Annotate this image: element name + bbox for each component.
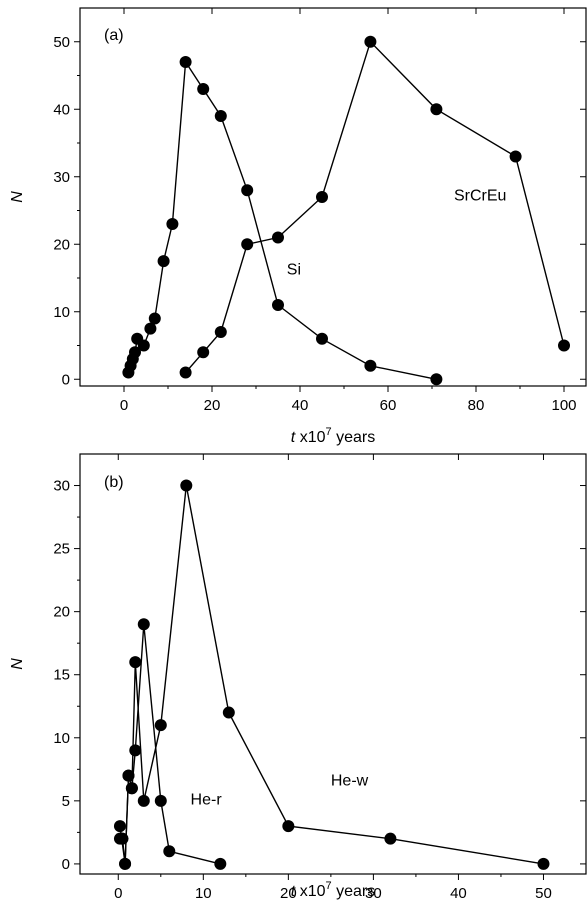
series-line-he-w [120,485,544,865]
y-tick-label: 30 [53,478,70,495]
x-tick-label: 0 [114,885,122,902]
data-point-he-w [122,769,135,782]
data-point-si [272,299,284,311]
y-tick-label: 25 [53,541,70,558]
data-point-he-r [113,820,126,833]
x-axis-title: t x107 years [291,880,375,900]
data-point-si [197,83,210,95]
data-point-srcreu [214,326,227,338]
data-point-srcreu [241,238,254,251]
x-tick-label: 40 [292,397,309,414]
data-point-he-w [129,656,142,669]
panel-b: 0 10 20 30 40 50 0 5 10 15 20 25 30 Nt x107 years (b) H… [9,453,587,902]
y-tick-label: 15 [53,667,70,684]
data-point-he-w [119,857,132,870]
data-point-he-w [137,794,150,807]
data-point-si [157,255,170,268]
data-point-si [214,110,227,122]
y-tick-label: 0 [62,371,70,388]
y-tick-label: 20 [53,604,70,621]
data-point-si [137,339,150,352]
data-point-si [430,373,443,386]
y-axis-title: N [9,658,26,670]
data-point-si [166,218,179,230]
data-point-si [148,312,161,325]
plot-frame [79,453,587,875]
data-point-si [179,56,192,68]
data-point-si [316,332,328,345]
y-tick-label: 5 [62,793,70,810]
y-axis-title: N [9,191,26,203]
x-tick-label: 20 [280,885,297,902]
data-point-he-r [214,857,227,870]
x-tick-label: 10 [195,885,212,902]
data-point-si [129,346,141,359]
x-tick-label: 20 [204,397,221,414]
data-point-si [364,359,377,372]
data-point-srcreu [430,103,443,116]
y-tick-label: 10 [53,304,70,321]
data-point-he-r [163,845,176,858]
data-point-si [241,184,254,197]
data-point-he-r [137,618,150,631]
y-tick-label: 30 [53,169,70,186]
x-axis-title: t x107 years [291,426,375,446]
data-point-srcreu [509,150,522,163]
x-tick-label: 60 [380,397,397,414]
x-tick-label: 80 [468,397,485,414]
x-tick-label: 30 [365,885,382,902]
data-point-he-r [154,794,167,807]
panel-label: (b) [104,474,124,491]
data-point-he-w [537,857,550,870]
data-point-he-w [125,782,138,795]
y-tick-label: 20 [53,236,70,253]
panel-a: 0 20 40 60 80 100 0 10 20 30 40 50 Nt x107 years (a) S… [9,7,587,446]
series-annotation: Si [287,262,301,279]
data-point-he-w [154,719,167,732]
data-point-he-w [116,832,129,845]
data-point-srcreu [364,35,377,48]
x-tick-label: 0 [120,397,128,414]
data-point-he-r [129,744,142,757]
y-tick-label: 40 [53,101,70,118]
data-point-he-w [222,706,235,719]
data-point-he-w [282,820,295,833]
series-annotation: He-w [331,773,369,790]
data-point-srcreu [197,346,210,359]
data-point-he-w [180,479,193,492]
data-point-si [144,322,157,335]
data-point-he-w [384,832,397,845]
x-tick-label: 100 [551,397,576,414]
series-annotation: SrCrEu [454,187,506,204]
x-tick-label: 50 [535,885,552,902]
data-point-srcreu [558,339,570,352]
y-tick-label: 10 [53,730,70,747]
series-annotation: He-r [191,792,223,809]
series-line-srcreu [185,40,565,373]
y-tick-label: 50 [53,34,70,51]
y-tick-label: 0 [62,856,70,873]
plot-frame [79,7,587,387]
x-tick-label: 40 [450,885,467,902]
panel-label: (a) [104,27,124,44]
data-point-srcreu [179,366,192,379]
data-point-srcreu [272,231,284,244]
data-point-srcreu [316,191,328,203]
